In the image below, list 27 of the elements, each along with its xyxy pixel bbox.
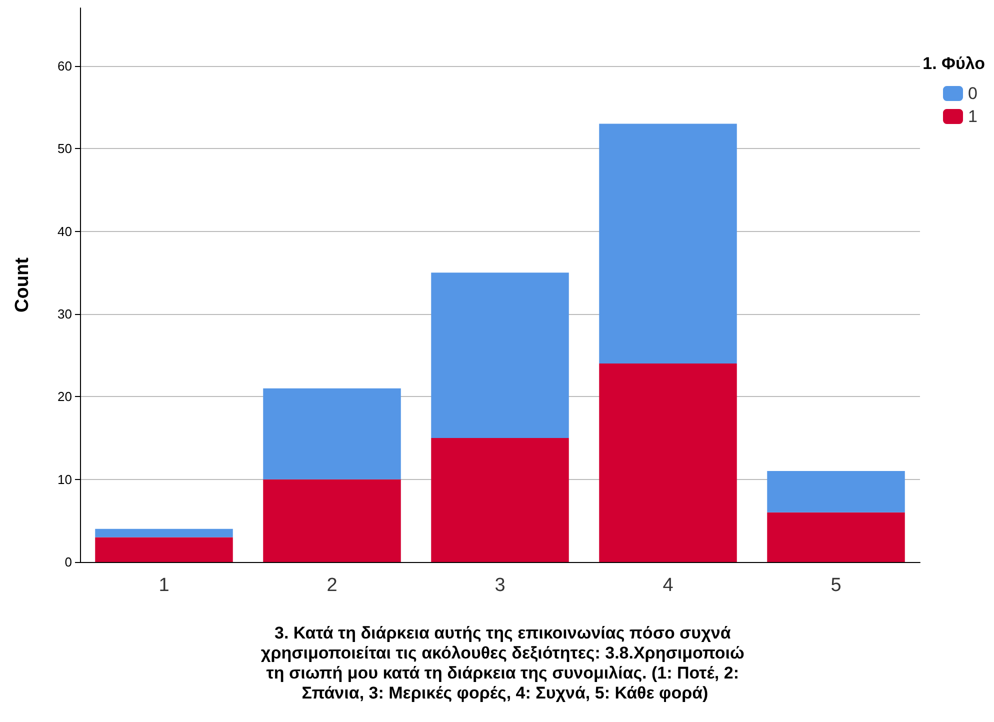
x-axis-title: 3. Κατά τη διάρκεια αυτής της επικοινωνίας πόσο συχνά χρησιμοποιείται τις ακόλουθες δεξιότητες: 3.8.Χρησιμοποιώ τη σιωπή μου κατά τη διάρκεια της συνομιλίας. (1: Ποτέ, 2: Σπάνια, 3: Μερικές φορές, 4: Συχνά, 5: Κάθε φορά) bbox=[260, 624, 750, 702]
y-tick-label: 10 bbox=[58, 472, 72, 487]
y-axis-title: Count bbox=[12, 256, 33, 312]
legend-label: 0 bbox=[968, 84, 978, 103]
x-tick-label: 4 bbox=[662, 575, 674, 596]
y-tick-label: 50 bbox=[58, 141, 72, 156]
bar bbox=[95, 537, 233, 562]
bar bbox=[263, 479, 401, 562]
bar bbox=[599, 364, 737, 562]
bar bbox=[599, 124, 737, 364]
bar bbox=[431, 272, 569, 438]
y-tick-label: 60 bbox=[58, 58, 72, 74]
y-tick-label: 30 bbox=[58, 306, 72, 322]
legend-label: 1 bbox=[968, 107, 978, 126]
legend-title: 1. Φύλο bbox=[922, 54, 986, 73]
y-tick-label: 40 bbox=[58, 224, 72, 239]
bar bbox=[263, 388, 401, 480]
x-tick-label: 2 bbox=[326, 575, 338, 596]
x-tick-label: 3 bbox=[494, 575, 506, 596]
bar bbox=[431, 438, 569, 562]
y-tick-label: 20 bbox=[58, 389, 72, 404]
bar bbox=[767, 512, 905, 562]
x-tick-label: 1 bbox=[158, 575, 170, 596]
bar bbox=[767, 471, 905, 512]
y-tick-label: 0 bbox=[64, 554, 72, 570]
x-tick-label: 5 bbox=[830, 575, 842, 596]
bar bbox=[95, 528, 233, 538]
